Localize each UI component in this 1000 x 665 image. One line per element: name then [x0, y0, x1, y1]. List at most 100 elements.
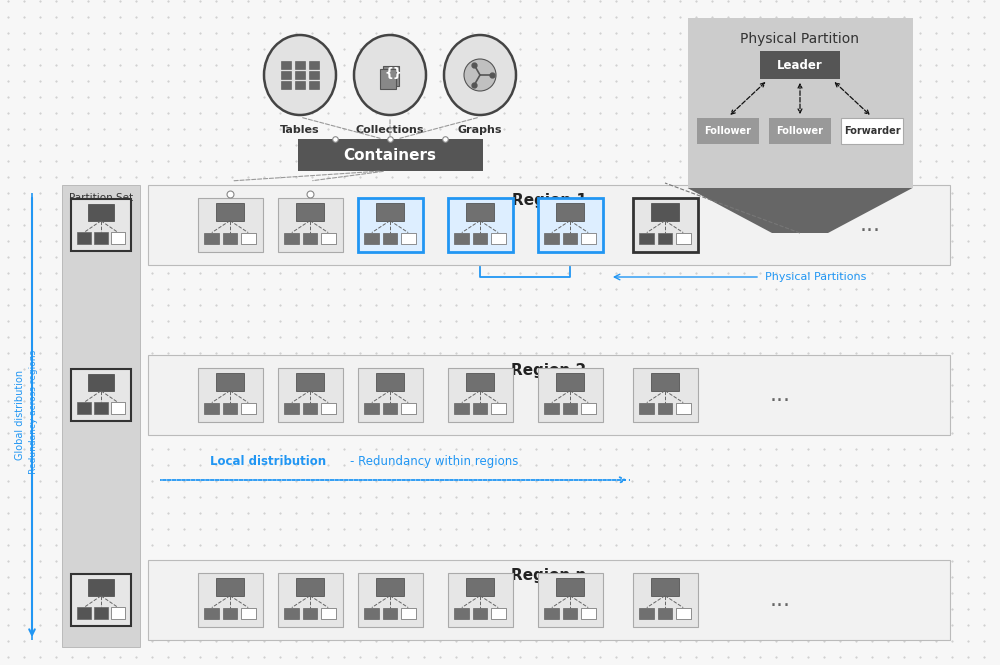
- FancyBboxPatch shape: [383, 233, 397, 245]
- FancyBboxPatch shape: [303, 233, 317, 245]
- FancyBboxPatch shape: [676, 402, 691, 414]
- FancyBboxPatch shape: [448, 368, 512, 422]
- FancyBboxPatch shape: [223, 608, 237, 619]
- FancyBboxPatch shape: [148, 355, 950, 435]
- FancyBboxPatch shape: [454, 402, 469, 414]
- FancyBboxPatch shape: [77, 402, 91, 414]
- FancyBboxPatch shape: [62, 185, 140, 647]
- FancyBboxPatch shape: [386, 63, 402, 83]
- FancyBboxPatch shape: [321, 402, 336, 414]
- FancyBboxPatch shape: [454, 608, 469, 619]
- FancyBboxPatch shape: [198, 573, 262, 627]
- Text: Physical Partition: Physical Partition: [740, 32, 860, 46]
- FancyBboxPatch shape: [563, 608, 577, 619]
- FancyBboxPatch shape: [284, 402, 299, 414]
- FancyBboxPatch shape: [111, 607, 125, 618]
- FancyBboxPatch shape: [491, 402, 506, 414]
- FancyBboxPatch shape: [358, 368, 422, 422]
- FancyBboxPatch shape: [241, 233, 256, 245]
- FancyBboxPatch shape: [296, 579, 324, 596]
- FancyBboxPatch shape: [633, 368, 698, 422]
- FancyBboxPatch shape: [769, 118, 831, 144]
- FancyBboxPatch shape: [296, 203, 324, 221]
- FancyBboxPatch shape: [563, 402, 577, 414]
- Text: ...: ...: [860, 215, 881, 235]
- FancyBboxPatch shape: [295, 81, 305, 89]
- Text: Partition Set: Partition Set: [69, 193, 133, 203]
- Ellipse shape: [354, 35, 426, 115]
- FancyBboxPatch shape: [473, 608, 487, 619]
- FancyBboxPatch shape: [639, 233, 654, 245]
- FancyBboxPatch shape: [198, 198, 262, 252]
- FancyBboxPatch shape: [358, 573, 422, 627]
- FancyBboxPatch shape: [321, 233, 336, 245]
- FancyBboxPatch shape: [383, 608, 397, 619]
- FancyBboxPatch shape: [71, 574, 131, 626]
- FancyBboxPatch shape: [401, 402, 416, 414]
- FancyBboxPatch shape: [544, 402, 559, 414]
- FancyBboxPatch shape: [466, 579, 494, 596]
- FancyBboxPatch shape: [581, 233, 596, 245]
- FancyBboxPatch shape: [278, 198, 342, 252]
- FancyBboxPatch shape: [278, 368, 342, 422]
- FancyBboxPatch shape: [658, 233, 672, 245]
- Text: ...: ...: [770, 385, 790, 405]
- FancyBboxPatch shape: [296, 374, 324, 390]
- FancyBboxPatch shape: [204, 402, 219, 414]
- FancyBboxPatch shape: [94, 607, 108, 618]
- FancyBboxPatch shape: [544, 233, 559, 245]
- FancyBboxPatch shape: [466, 374, 494, 390]
- FancyBboxPatch shape: [281, 81, 291, 89]
- FancyBboxPatch shape: [295, 61, 305, 69]
- FancyBboxPatch shape: [111, 232, 125, 243]
- FancyBboxPatch shape: [216, 374, 244, 390]
- Text: Local distribution: Local distribution: [210, 455, 326, 468]
- FancyBboxPatch shape: [216, 579, 244, 596]
- FancyBboxPatch shape: [295, 71, 305, 79]
- FancyBboxPatch shape: [204, 608, 219, 619]
- FancyBboxPatch shape: [466, 203, 494, 221]
- FancyBboxPatch shape: [278, 573, 342, 627]
- FancyBboxPatch shape: [760, 51, 840, 79]
- FancyBboxPatch shape: [281, 61, 291, 69]
- FancyBboxPatch shape: [298, 139, 482, 171]
- FancyBboxPatch shape: [383, 66, 399, 86]
- FancyBboxPatch shape: [556, 203, 584, 221]
- FancyBboxPatch shape: [538, 198, 602, 252]
- FancyBboxPatch shape: [401, 233, 416, 245]
- Text: Region 2: Region 2: [511, 363, 587, 378]
- FancyBboxPatch shape: [383, 402, 397, 414]
- FancyBboxPatch shape: [148, 185, 950, 265]
- Ellipse shape: [264, 35, 336, 115]
- FancyBboxPatch shape: [241, 402, 256, 414]
- Circle shape: [464, 59, 496, 91]
- FancyBboxPatch shape: [651, 579, 679, 596]
- Text: - Redundancy within regions: - Redundancy within regions: [350, 455, 518, 468]
- FancyBboxPatch shape: [77, 232, 91, 243]
- Text: Collections: Collections: [356, 125, 424, 135]
- Text: - Redundancy across regions: - Redundancy across regions: [30, 350, 38, 480]
- FancyBboxPatch shape: [88, 374, 114, 391]
- FancyBboxPatch shape: [364, 233, 379, 245]
- FancyBboxPatch shape: [538, 368, 602, 422]
- FancyBboxPatch shape: [538, 573, 602, 627]
- FancyBboxPatch shape: [309, 71, 319, 79]
- FancyBboxPatch shape: [556, 374, 584, 390]
- FancyBboxPatch shape: [544, 608, 559, 619]
- FancyBboxPatch shape: [216, 203, 244, 221]
- FancyBboxPatch shape: [376, 579, 404, 596]
- FancyBboxPatch shape: [563, 233, 577, 245]
- FancyBboxPatch shape: [676, 608, 691, 619]
- FancyBboxPatch shape: [71, 369, 131, 421]
- FancyBboxPatch shape: [111, 402, 125, 414]
- FancyBboxPatch shape: [358, 198, 422, 252]
- FancyBboxPatch shape: [633, 573, 698, 627]
- FancyBboxPatch shape: [697, 118, 759, 144]
- FancyBboxPatch shape: [364, 608, 379, 619]
- Text: Region 1: Region 1: [512, 193, 586, 208]
- FancyBboxPatch shape: [148, 560, 950, 640]
- FancyBboxPatch shape: [223, 233, 237, 245]
- FancyBboxPatch shape: [491, 608, 506, 619]
- FancyBboxPatch shape: [204, 233, 219, 245]
- FancyBboxPatch shape: [94, 402, 108, 414]
